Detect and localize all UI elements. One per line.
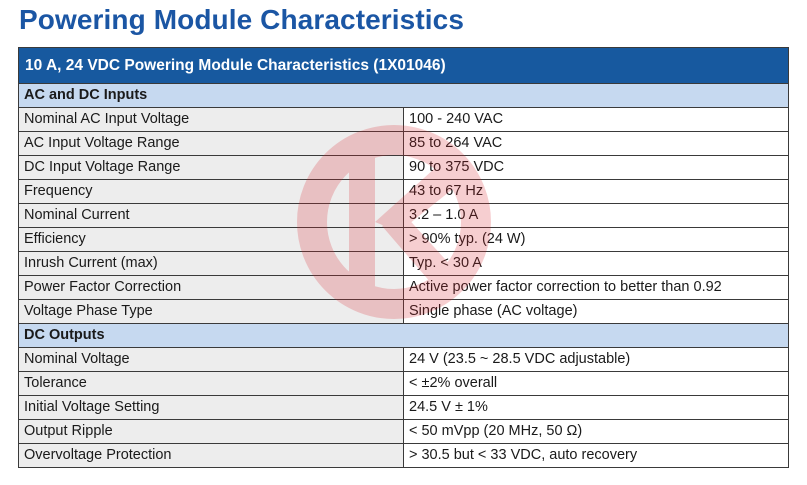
parameter-cell: Power Factor Correction	[18, 275, 404, 300]
table-title: 10 A, 24 VDC Powering Module Characteris…	[18, 47, 789, 84]
value-cell: > 30.5 but < 33 VDC, auto recovery	[403, 443, 789, 468]
parameter-cell: Nominal Current	[18, 203, 404, 228]
parameter-cell: Output Ripple	[18, 419, 404, 444]
table-row: Inrush Current (max) Typ. < 30 A	[18, 251, 789, 276]
table-row: Frequency 43 to 67 Hz	[18, 179, 789, 204]
value-cell: 100 - 240 VAC	[403, 107, 789, 132]
table-row: DC Input Voltage Range 90 to 375 VDC	[18, 155, 789, 180]
table-row: Power Factor Correction Active power fac…	[18, 275, 789, 300]
parameter-cell: Overvoltage Protection	[18, 443, 404, 468]
table-row: Output Ripple < 50 mVpp (20 MHz, 50 Ω)	[18, 419, 789, 444]
table-row: Nominal Current 3.2 – 1.0 A	[18, 203, 789, 228]
parameter-cell: Efficiency	[18, 227, 404, 252]
value-cell: Active power factor correction to better…	[403, 275, 789, 300]
table-row: Overvoltage Protection > 30.5 but < 33 V…	[18, 443, 789, 468]
parameter-cell: Frequency	[18, 179, 404, 204]
value-cell: 90 to 375 VDC	[403, 155, 789, 180]
parameter-cell: Initial Voltage Setting	[18, 395, 404, 420]
table-row: Nominal AC Input Voltage 100 - 240 VAC	[18, 107, 789, 132]
parameter-cell: Inrush Current (max)	[18, 251, 404, 276]
table-row: Efficiency > 90% typ. (24 W)	[18, 227, 789, 252]
page-title: Powering Module Characteristics	[19, 4, 464, 35]
value-cell: Typ. < 30 A	[403, 251, 789, 276]
table-row: Initial Voltage Setting 24.5 V ± 1%	[18, 395, 789, 420]
value-cell: < ±2% overall	[403, 371, 789, 396]
value-cell: 24 V (23.5 ~ 28.5 VDC adjustable)	[403, 347, 789, 372]
value-cell: 3.2 – 1.0 A	[403, 203, 789, 228]
parameter-cell: Nominal Voltage	[18, 347, 404, 372]
section-row: AC and DC Inputs	[18, 83, 789, 108]
parameter-cell: AC Input Voltage Range	[18, 131, 404, 156]
value-cell: 43 to 67 Hz	[403, 179, 789, 204]
table-row: Nominal Voltage 24 V (23.5 ~ 28.5 VDC ad…	[18, 347, 789, 372]
value-cell: > 90% typ. (24 W)	[403, 227, 789, 252]
section-heading-outputs: DC Outputs	[18, 323, 789, 348]
parameter-cell: DC Input Voltage Range	[18, 155, 404, 180]
value-cell: 24.5 V ± 1%	[403, 395, 789, 420]
value-cell: < 50 mVpp (20 MHz, 50 Ω)	[403, 419, 789, 444]
table-header-row: 10 A, 24 VDC Powering Module Characteris…	[18, 47, 789, 84]
table-row: Voltage Phase Type Single phase (AC volt…	[18, 299, 789, 324]
section-row: DC Outputs	[18, 323, 789, 348]
value-cell: Single phase (AC voltage)	[403, 299, 789, 324]
parameter-cell: Nominal AC Input Voltage	[18, 107, 404, 132]
value-cell: 85 to 264 VAC	[403, 131, 789, 156]
parameter-cell: Voltage Phase Type	[18, 299, 404, 324]
section-heading-inputs: AC and DC Inputs	[18, 83, 789, 108]
spec-table: 10 A, 24 VDC Powering Module Characteris…	[18, 47, 789, 468]
table-row: Tolerance < ±2% overall	[18, 371, 789, 396]
parameter-cell: Tolerance	[18, 371, 404, 396]
table-row: AC Input Voltage Range 85 to 264 VAC	[18, 131, 789, 156]
